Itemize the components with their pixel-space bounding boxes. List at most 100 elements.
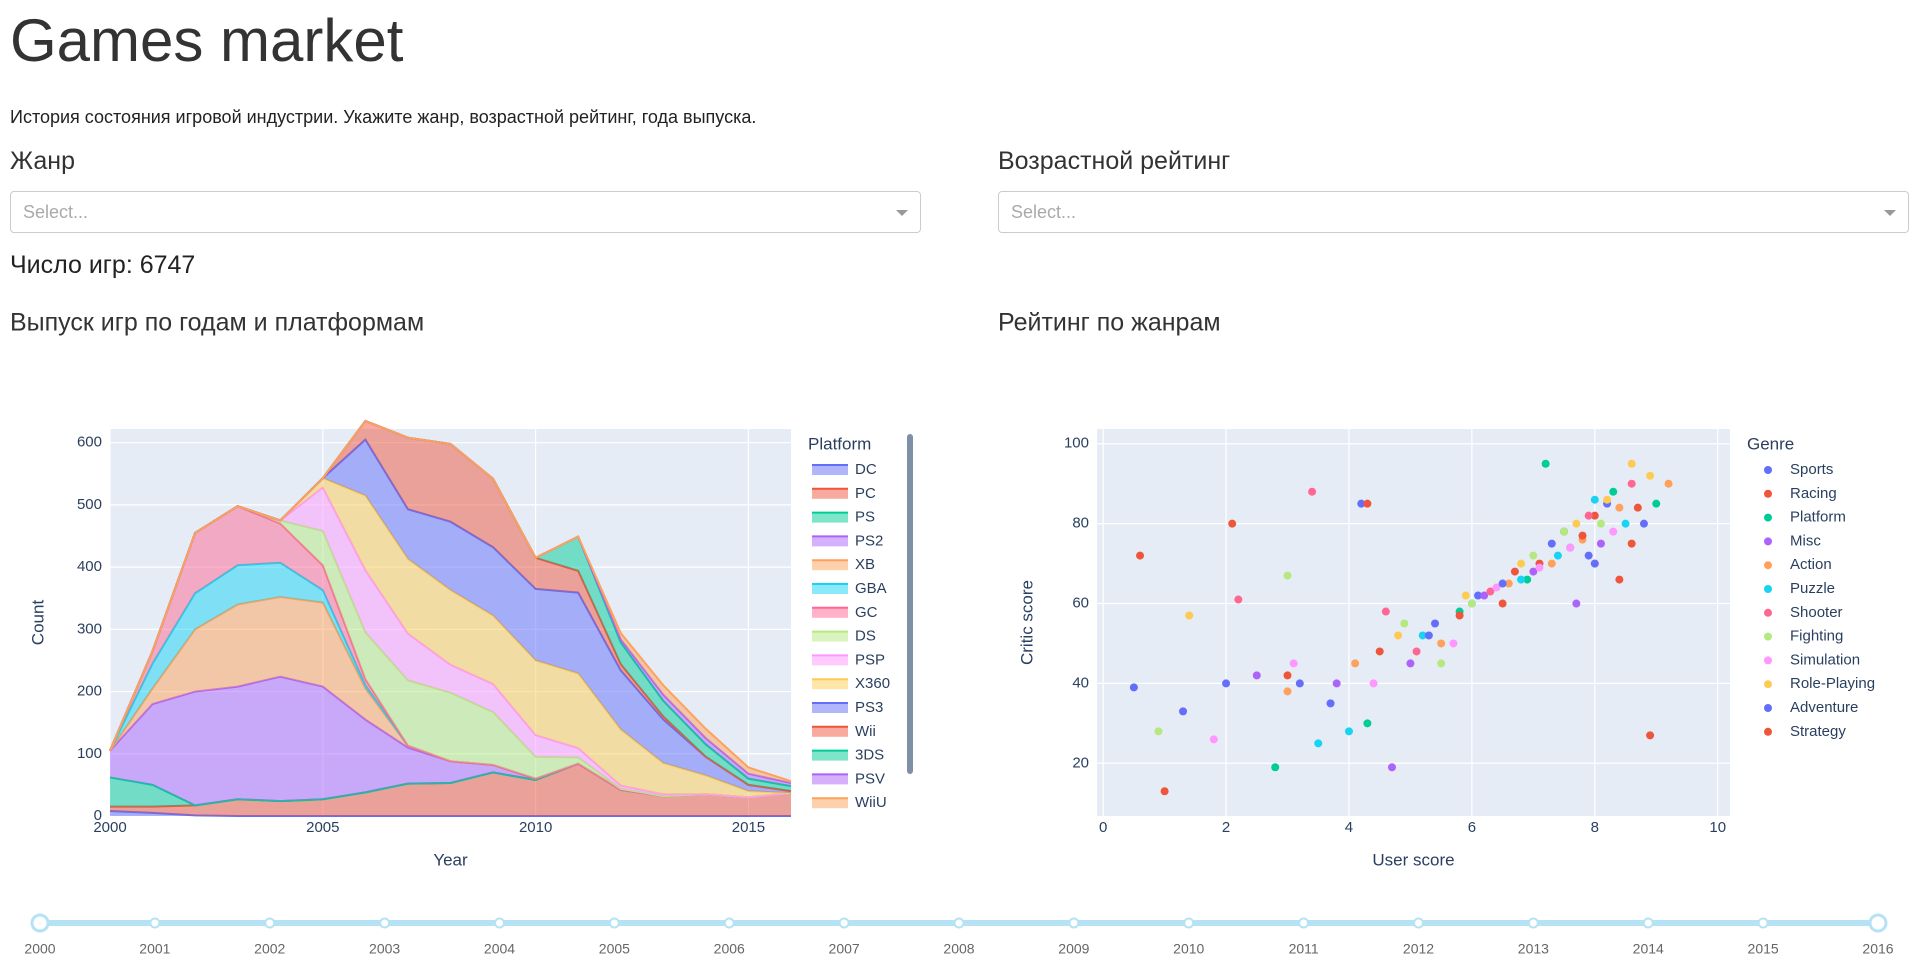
legend-swatch [812, 655, 848, 666]
legend-item[interactable]: Sports [1764, 461, 1833, 478]
point [1615, 575, 1624, 584]
slider-dot[interactable] [494, 917, 505, 929]
point [1627, 539, 1636, 548]
y-tick-label: 60 [1072, 594, 1089, 611]
x-tick-label: 2015 [732, 819, 765, 836]
slider-mark-label: 2007 [829, 941, 860, 957]
slider-dot[interactable] [1298, 917, 1310, 929]
slider-dot[interactable] [953, 917, 965, 929]
point [1308, 487, 1317, 496]
slider-dot[interactable] [149, 917, 161, 929]
slider-dot[interactable] [1068, 917, 1080, 929]
slider-dot[interactable] [608, 917, 620, 929]
legend-item[interactable]: 3DS [812, 747, 884, 764]
legend-item[interactable]: Puzzle [1764, 580, 1835, 597]
legend-item[interactable]: Adventure [1764, 699, 1858, 716]
slider-dot[interactable] [1413, 917, 1424, 929]
y-tick-label: 20 [1072, 754, 1089, 771]
legend-marker [1764, 561, 1772, 570]
legend-item[interactable]: GBA [812, 580, 887, 597]
point [1369, 679, 1378, 688]
y-tick-label: 100 [1064, 435, 1089, 452]
legend-item[interactable]: Platform [1764, 509, 1846, 526]
slider-dot[interactable] [1757, 917, 1769, 929]
point [1179, 707, 1188, 716]
legend-label: Misc [1790, 532, 1821, 549]
slider-dot[interactable] [723, 917, 735, 929]
legend-item[interactable]: Strategy [1764, 723, 1846, 740]
genre-dropdown[interactable]: Select... [10, 191, 921, 233]
legend-item[interactable]: PC [812, 485, 876, 502]
slider-mark-label: 2015 [1748, 941, 1779, 957]
legend-item[interactable]: XB [812, 556, 875, 573]
point [1529, 551, 1538, 560]
slider-dot[interactable] [1527, 917, 1539, 929]
legend-item[interactable]: Simulation [1764, 651, 1860, 668]
legend-item[interactable]: Shooter [1764, 604, 1843, 621]
area-fill [110, 439, 791, 793]
legend-item[interactable]: Misc [1764, 532, 1821, 549]
legend-swatch [812, 703, 848, 713]
point [1295, 679, 1304, 688]
game-count: Число игр: 6747 [10, 251, 196, 279]
point [1357, 499, 1366, 508]
legend-item[interactable]: Racing [1764, 485, 1837, 502]
legend-item[interactable]: DS [812, 628, 876, 645]
legend-label: WiiU [855, 794, 887, 811]
legend-label: Adventure [1790, 699, 1858, 716]
legend-item[interactable]: PS2 [812, 532, 883, 549]
point [1314, 739, 1323, 748]
legend-label: GBA [855, 580, 887, 597]
point [1633, 503, 1642, 512]
legend-swatch [812, 726, 848, 737]
legend-label: Role-Playing [1790, 675, 1875, 692]
plot-area [1129, 459, 1673, 796]
slider-mark-label: 2016 [1862, 941, 1893, 957]
legend-item[interactable]: Action [1764, 556, 1832, 573]
slider-dot[interactable] [1183, 917, 1195, 929]
legend-item[interactable]: Fighting [1764, 628, 1843, 645]
point [1209, 735, 1218, 744]
point [1424, 631, 1433, 640]
legend-item[interactable]: DC [812, 461, 877, 478]
legend-label: 3DS [855, 747, 884, 764]
point [1584, 511, 1593, 520]
legend-item[interactable]: PS [812, 509, 875, 526]
point [1627, 459, 1636, 468]
legend-item[interactable]: PS3 [812, 699, 883, 716]
slider-dot[interactable] [838, 917, 850, 929]
point [1529, 567, 1538, 576]
legend-item[interactable]: X360 [812, 675, 890, 692]
point [1547, 559, 1556, 568]
legend-item[interactable]: Wii [812, 723, 876, 740]
slider-handle[interactable] [30, 913, 50, 933]
legend-item[interactable]: PSV [812, 770, 885, 787]
legend-item[interactable]: GC [812, 604, 878, 621]
slider-mark-label: 2012 [1403, 941, 1434, 957]
legend-item[interactable]: PSP [812, 651, 885, 668]
chart-title: Рейтинг по жанрам [998, 309, 1221, 337]
legend-item[interactable]: Role-Playing [1764, 675, 1875, 692]
y-tick-label: 300 [77, 620, 102, 637]
y-axis-title: Count [28, 600, 47, 646]
slider-dot[interactable] [264, 917, 276, 929]
slider-handle[interactable] [1868, 913, 1888, 933]
slider-mark-label: 2004 [484, 941, 515, 957]
y-tick-label: 600 [77, 434, 102, 451]
area-fill [110, 478, 791, 798]
point [1375, 647, 1384, 656]
legend-marker [1764, 727, 1772, 736]
y-tick-label: 40 [1072, 674, 1089, 691]
slider-dot[interactable] [1642, 917, 1654, 929]
slider-dot[interactable] [379, 917, 391, 929]
rating-dropdown[interactable]: Select... [998, 191, 1909, 233]
point [1412, 647, 1421, 656]
legend-item[interactable]: WiiU [812, 794, 887, 811]
dropdown-arrow [1884, 210, 1896, 216]
legend-scrollbar[interactable] [907, 434, 913, 774]
y-tick-label: 200 [77, 683, 102, 700]
point [1535, 563, 1544, 572]
legend-marker [1764, 656, 1772, 665]
point [1627, 479, 1636, 488]
